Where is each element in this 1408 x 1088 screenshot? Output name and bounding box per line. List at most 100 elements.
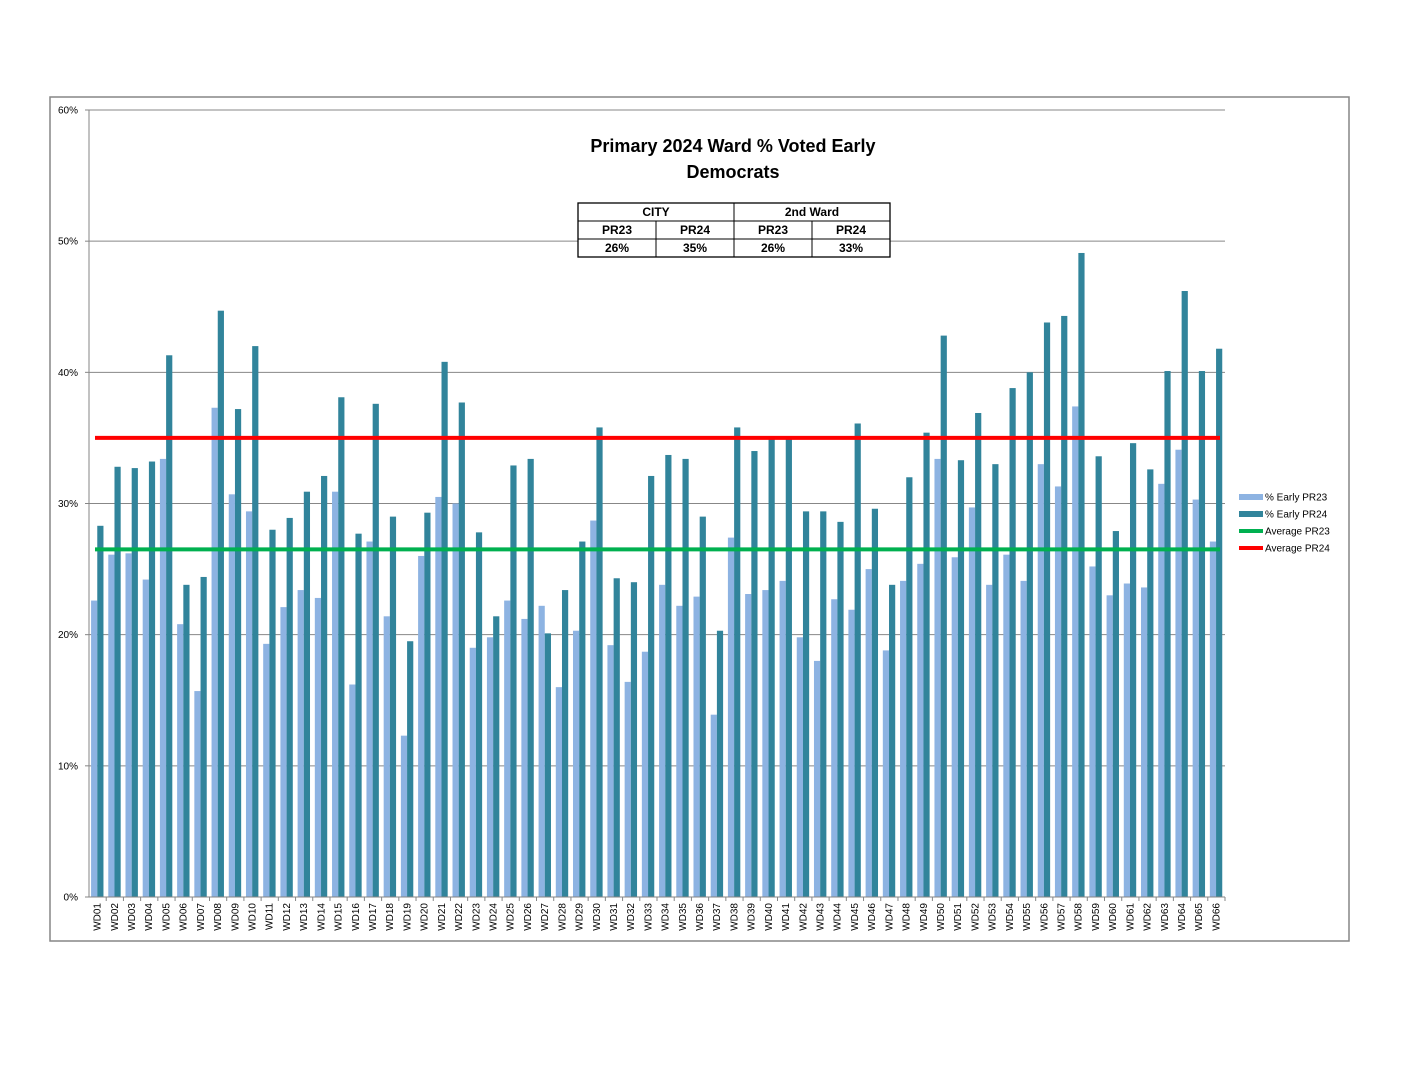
bar-wd11-pr23: [263, 643, 270, 897]
axes: 0% 10% 20% 30% 40% 50% 60% WD01 WD02 WD03 WD04 WD05…: [58, 106, 1226, 931]
x-tick-label: WD66: [1211, 903, 1222, 931]
bar-wd20-pr24: [424, 512, 431, 897]
bar-wd06-pr23: [177, 624, 184, 897]
x-tick-label: WD45: [850, 903, 861, 931]
x-tick-label: WD17: [368, 903, 379, 931]
bars: [91, 252, 1223, 898]
chart-title: Primary 2024 Ward % Voted Early: [590, 136, 875, 156]
bar-wd14-pr23: [314, 597, 322, 897]
bar-wd29-pr24: [579, 541, 586, 897]
bar-wd26-pr24: [527, 458, 534, 897]
bar-wd02-pr23: [108, 554, 115, 897]
y-tick-label: 10%: [58, 761, 78, 772]
bar-wd61-pr23: [1123, 583, 1130, 897]
bar-wd58-pr23: [1072, 406, 1079, 897]
table-value: 26%: [761, 241, 785, 255]
x-tick-label: WD19: [402, 903, 413, 931]
x-tick-label: WD18: [385, 903, 396, 931]
bar-wd37-pr23: [710, 714, 717, 897]
bar-wd57-pr24: [1061, 315, 1068, 898]
bar-wd64-pr23: [1175, 449, 1182, 897]
x-tick-label: WD26: [523, 903, 534, 931]
bar-wd01-pr24: [97, 525, 104, 897]
bar-wd17-pr23: [366, 541, 373, 897]
bar-wd65-pr24: [1198, 371, 1206, 897]
bar-wd03-pr24: [131, 468, 138, 897]
bar-wd63-pr23: [1158, 483, 1165, 897]
bar-wd37-pr24: [716, 630, 724, 897]
bar-wd42-pr23: [796, 637, 803, 897]
bar-wd62-pr23: [1141, 587, 1148, 897]
bar-wd10-pr24: [252, 346, 259, 898]
bar-wd28-pr23: [555, 687, 562, 897]
bar-wd16-pr23: [349, 684, 356, 897]
bar-wd38-pr23: [727, 537, 735, 897]
bar-wd08-pr23: [211, 407, 218, 897]
bar-wd55-pr23: [1020, 580, 1027, 897]
bar-wd18-pr23: [383, 616, 390, 897]
bar-wd25-pr24: [510, 465, 517, 897]
x-tick-label: WD34: [661, 903, 672, 931]
bar-wd56-pr23: [1037, 464, 1044, 897]
bar-wd44-pr23: [831, 599, 838, 897]
x-tick-label: WD21: [437, 903, 448, 931]
x-tick-label: WD10: [248, 903, 259, 931]
bar-wd12-pr23: [280, 607, 287, 897]
table-column-header: PR23: [602, 223, 632, 237]
bar-wd15-pr23: [332, 491, 339, 897]
x-tick-label: WD41: [781, 903, 792, 931]
bar-wd60-pr24: [1112, 531, 1119, 897]
bar-wd24-pr24: [493, 616, 500, 897]
average-lines: [95, 435, 1220, 552]
bar-wd50-pr23: [934, 458, 941, 897]
bar-wd23-pr24: [475, 532, 483, 897]
bar-wd62-pr24: [1147, 469, 1154, 897]
bar-wd22-pr24: [458, 402, 465, 897]
bar-wd15-pr24: [338, 397, 345, 897]
bar-wd31-pr23: [607, 645, 614, 897]
x-tick-label: WD04: [144, 903, 155, 931]
x-tick-label: WD28: [557, 903, 568, 931]
x-tick-label: WD50: [936, 903, 947, 931]
bar-wd36-pr24: [699, 516, 706, 897]
bar-wd35-pr23: [676, 605, 683, 897]
x-tick-label: WD57: [1056, 903, 1067, 931]
bar-wd47-pr24: [889, 584, 896, 897]
x-tick-label: WD44: [833, 903, 844, 931]
x-tick-label: WD05: [161, 903, 172, 931]
bar-wd40-pr23: [762, 590, 769, 897]
x-tick-label: WD48: [902, 903, 913, 931]
bar-wd34-pr23: [659, 584, 666, 897]
bar-wd26-pr23: [521, 618, 528, 897]
bar-wd41-pr24: [785, 439, 792, 897]
table-group-header: CITY: [642, 205, 669, 219]
bar-wd40-pr24: [768, 437, 775, 897]
x-tick-label: WD54: [1005, 903, 1016, 931]
bar-wd06-pr24: [183, 584, 190, 897]
x-tick-label: WD62: [1143, 903, 1154, 931]
bar-wd50-pr24: [940, 335, 947, 897]
bar-wd07-pr23: [194, 691, 201, 897]
table-column-header: PR24: [680, 223, 710, 237]
bar-wd56-pr24: [1043, 322, 1051, 897]
bar-wd60-pr23: [1106, 595, 1113, 897]
x-tick-label: WD42: [798, 903, 809, 931]
bar-wd49-pr23: [917, 563, 924, 897]
x-tick-label: WD36: [695, 903, 706, 931]
x-tick-label: WD49: [919, 903, 930, 931]
bar-wd04-pr23: [142, 579, 149, 897]
bar-wd39-pr24: [751, 451, 758, 897]
x-tick-label: WD33: [643, 903, 654, 931]
table-group-header: 2nd Ward: [785, 205, 839, 219]
bar-wd18-pr24: [389, 516, 397, 897]
bar-wd35-pr24: [682, 458, 689, 897]
bar-wd02-pr24: [114, 466, 121, 897]
bar-wd09-pr24: [234, 409, 242, 897]
x-tick-label: WD27: [540, 903, 551, 931]
bar-wd42-pr24: [802, 511, 810, 897]
chart-subtitle: Democrats: [686, 162, 779, 182]
bar-wd17-pr24: [372, 403, 379, 897]
bar-wd61-pr24: [1129, 443, 1137, 897]
x-tick-label: WD29: [575, 903, 586, 931]
bar-wd12-pr24: [286, 517, 293, 897]
